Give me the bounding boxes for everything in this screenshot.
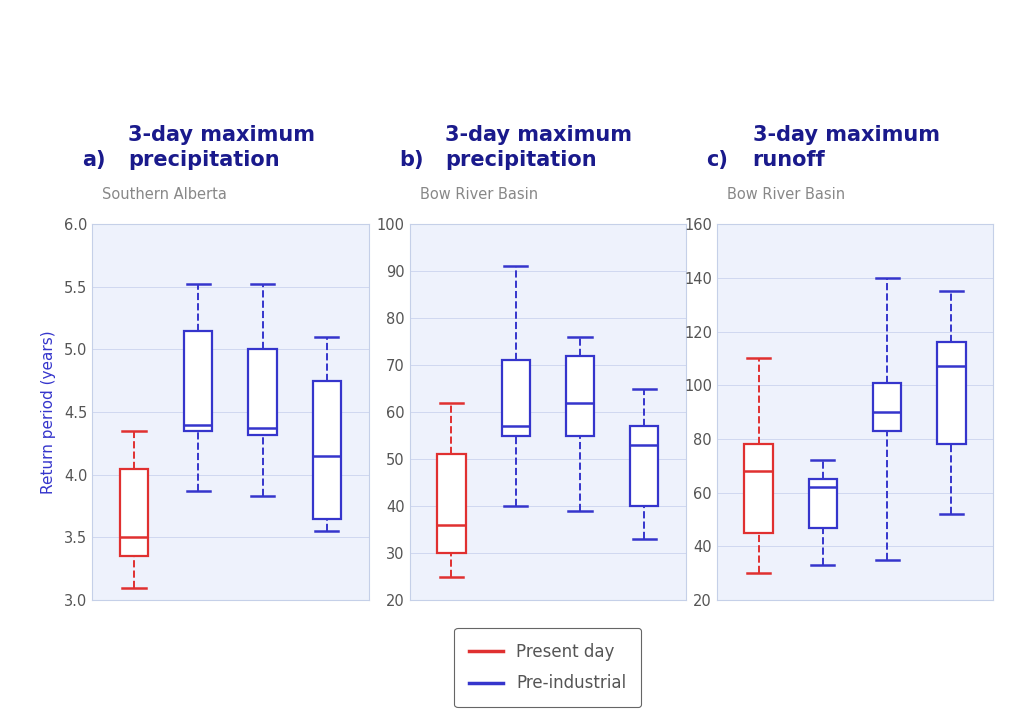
Bar	[873, 382, 901, 431]
Text: 3-day maximum
runoff: 3-day maximum runoff	[753, 125, 940, 170]
Text: 3-day maximum
precipitation: 3-day maximum precipitation	[445, 125, 633, 170]
Bar	[630, 426, 658, 506]
Bar	[184, 330, 212, 431]
Y-axis label: Return period (years): Return period (years)	[41, 330, 55, 494]
Bar	[566, 356, 594, 435]
Text: Bow River Basin: Bow River Basin	[420, 187, 538, 202]
Bar	[744, 445, 773, 533]
Bar	[120, 469, 148, 556]
Text: b): b)	[399, 150, 424, 170]
Text: c): c)	[707, 150, 728, 170]
Text: 3-day maximum
precipitation: 3-day maximum precipitation	[128, 125, 315, 170]
Legend: Present day, Pre-industrial: Present day, Pre-industrial	[455, 628, 641, 707]
Bar	[249, 349, 276, 435]
Bar	[312, 381, 341, 518]
Bar	[437, 454, 466, 553]
Text: Southern Alberta: Southern Alberta	[102, 187, 227, 202]
Text: a): a)	[82, 150, 105, 170]
Bar	[809, 479, 837, 528]
Text: Bow River Basin: Bow River Basin	[727, 187, 845, 202]
Bar	[502, 360, 529, 435]
Bar	[937, 342, 966, 445]
